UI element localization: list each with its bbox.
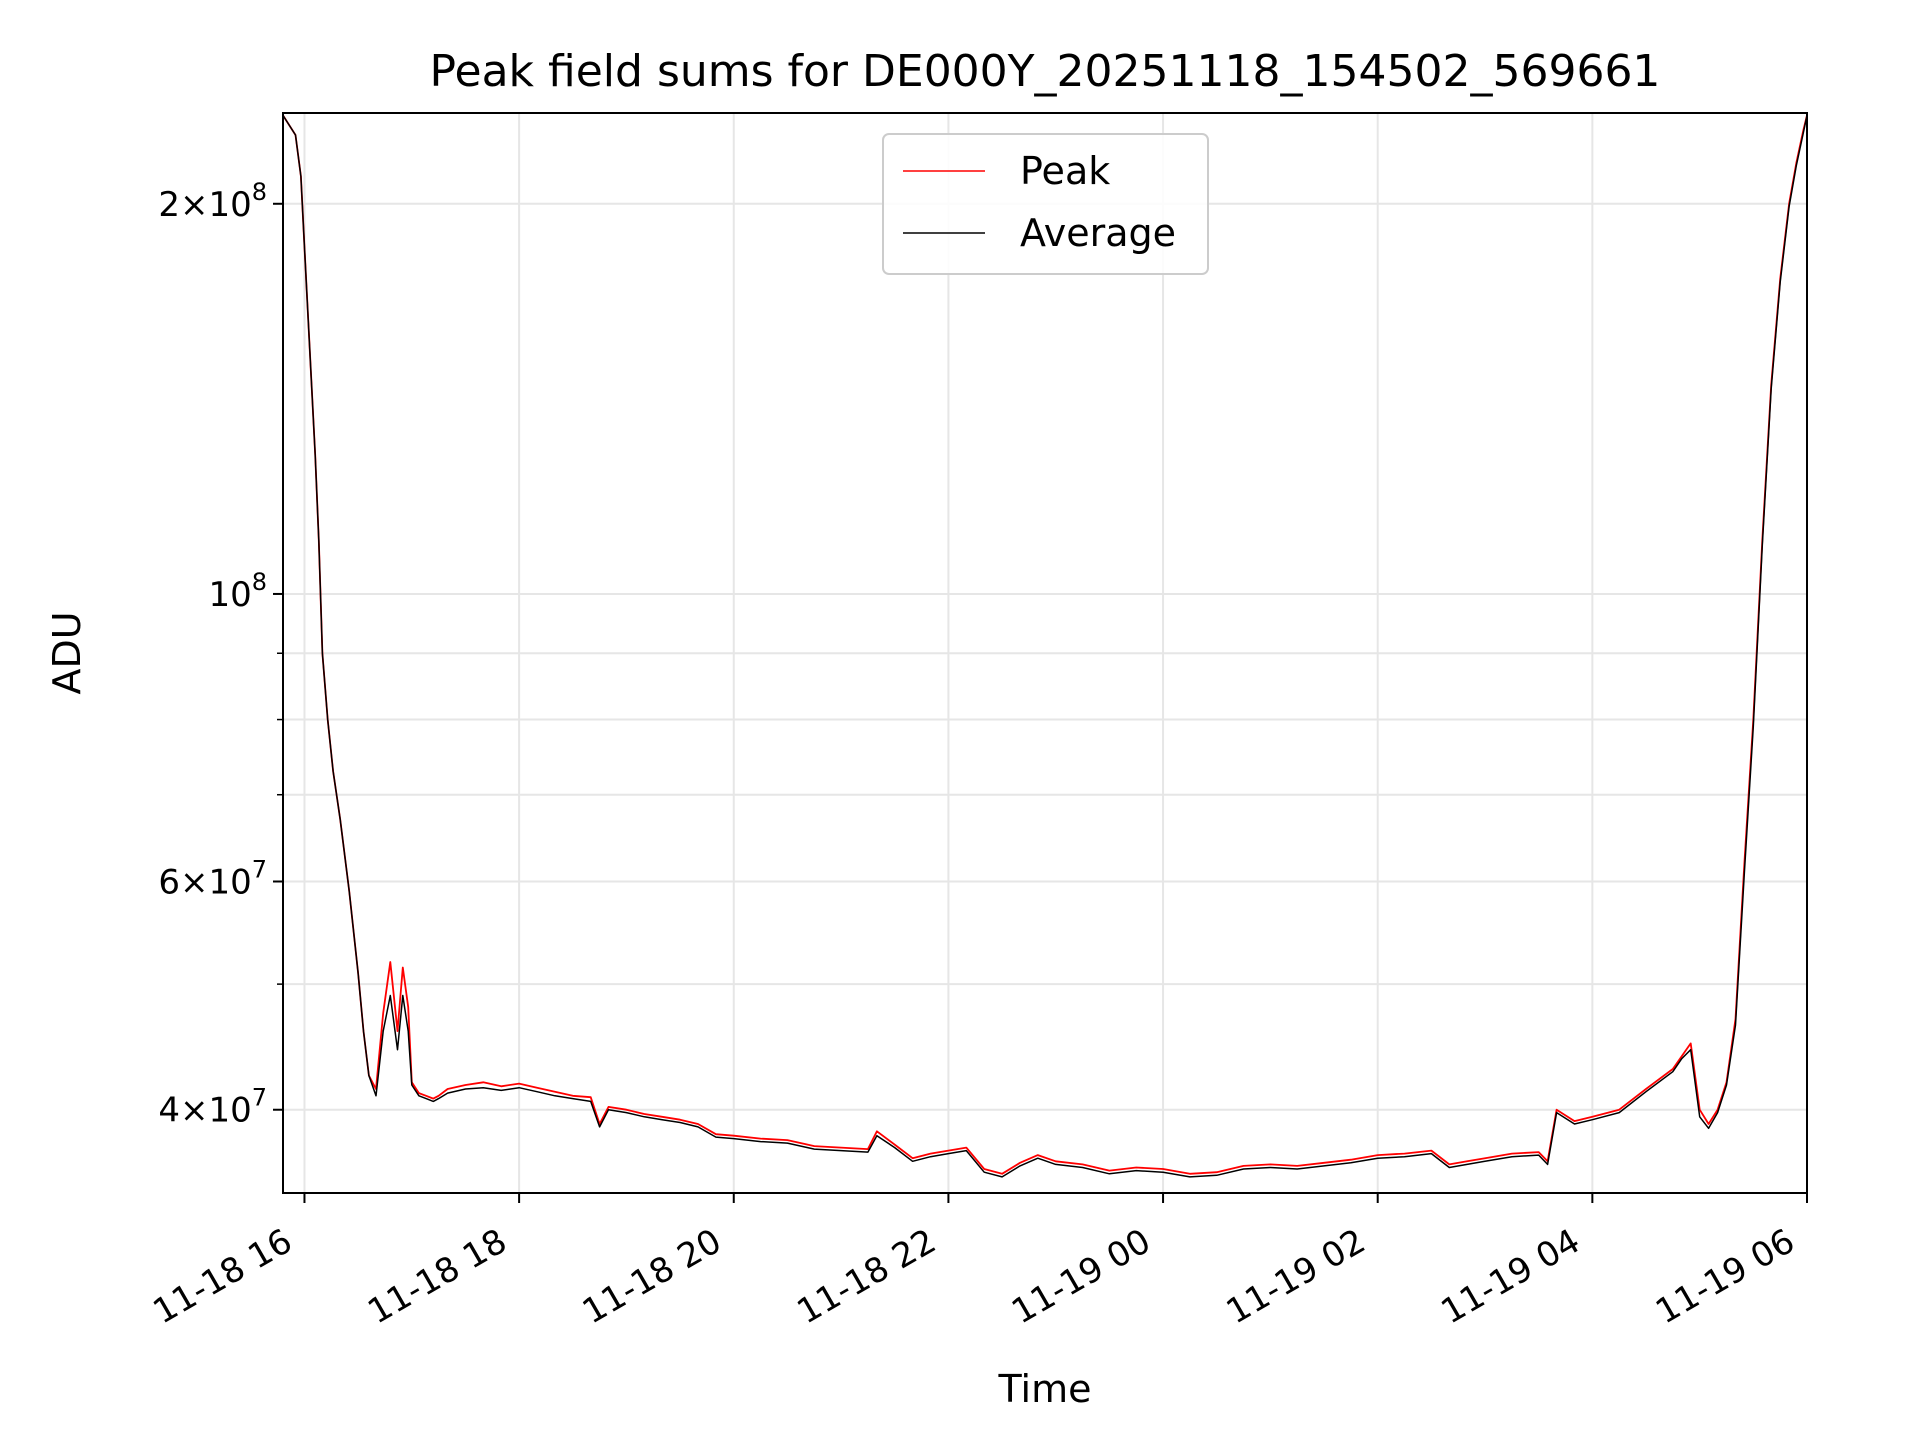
y-tick-label: 4×107 <box>158 1084 267 1131</box>
series-line-peak <box>282 114 1808 1175</box>
legend: Peak Average <box>882 133 1209 275</box>
legend-label-peak: Peak <box>1020 149 1110 193</box>
y-tick-label: 2×108 <box>158 178 267 225</box>
y-tick-label: 6×107 <box>158 855 267 902</box>
chart-title: Peak field sums for DE000Y_20251118_1545… <box>430 46 1661 97</box>
legend-box <box>882 133 1209 275</box>
legend-label-average: Average <box>1020 211 1176 255</box>
x-axis-label: Time <box>998 1367 1092 1411</box>
series-line-average <box>282 114 1808 1178</box>
y-axis-label: ADU <box>45 611 89 694</box>
plot-area <box>282 114 1808 1178</box>
y-axis: 4×107 6×107 108 2×108 <box>158 178 283 1131</box>
y-tick-label: 108 <box>208 568 267 615</box>
